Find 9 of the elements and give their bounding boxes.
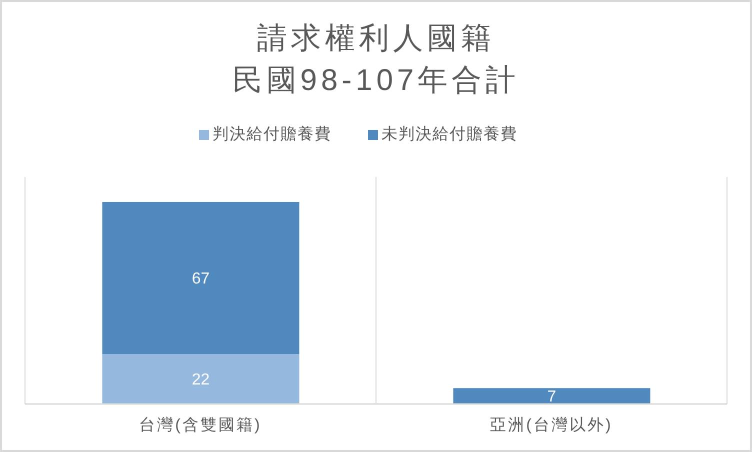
legend-label: 未判決給付贍養費: [382, 126, 518, 143]
chart-title: 請求權利人國籍: [256, 21, 496, 57]
x-tick-label: 台灣(含雙國籍): [139, 416, 262, 434]
data-label: 22: [192, 372, 210, 389]
chart-subtitle: 民國98-107年合計: [231, 63, 521, 99]
legend-label: 判決給付贍養費: [212, 126, 332, 143]
x-tick-label: 亞洲(台灣以外): [490, 416, 613, 434]
data-label: 7: [547, 388, 556, 406]
data-label: 67: [192, 270, 210, 288]
